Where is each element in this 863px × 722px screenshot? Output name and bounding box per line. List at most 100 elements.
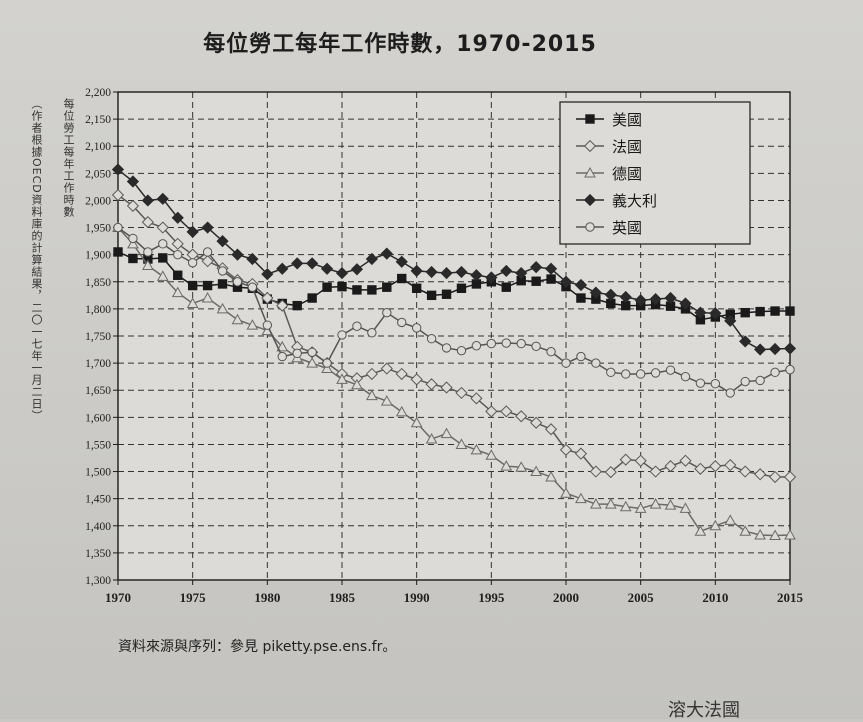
- data-point: [546, 274, 556, 284]
- data-point: [590, 498, 602, 509]
- data-point: [128, 253, 138, 264]
- data-point: [634, 294, 647, 307]
- y-tick-label: 2,000: [85, 195, 111, 207]
- data-point: [441, 343, 452, 353]
- data-point: [604, 465, 617, 479]
- data-point: [725, 388, 735, 398]
- data-point: [276, 340, 289, 352]
- series-line: [117, 251, 790, 321]
- data-point: [397, 317, 407, 328]
- data-point: [350, 263, 364, 276]
- data-point: [515, 461, 528, 472]
- data-point: [619, 290, 632, 304]
- y-tick-label: 1,700: [85, 358, 111, 370]
- x-tick-label: 1990: [404, 590, 430, 605]
- data-point: [382, 282, 392, 292]
- legend-label: 法國: [612, 138, 642, 156]
- grid: [118, 92, 790, 580]
- data-point: [306, 257, 319, 270]
- data-point: [380, 362, 393, 375]
- data-point: [455, 386, 468, 400]
- data-point: [201, 255, 214, 268]
- data-point: [126, 199, 140, 212]
- data-point: [397, 273, 407, 284]
- data-point: [426, 334, 437, 344]
- data-point: [171, 286, 184, 298]
- data-point: [127, 237, 139, 249]
- data-point: [232, 277, 243, 287]
- data-point: [531, 341, 541, 352]
- data-point: [664, 460, 677, 473]
- data-point: [709, 460, 722, 473]
- x-tick-label: 2000: [553, 590, 579, 605]
- series-5: [113, 222, 795, 398]
- data-point: [126, 175, 140, 188]
- data-point: [500, 460, 513, 471]
- data-point: [739, 335, 752, 348]
- x-tick-label: 1975: [180, 590, 207, 605]
- data-point: [395, 255, 408, 268]
- data-point: [709, 519, 722, 531]
- data-point: [470, 392, 483, 405]
- data-point: [367, 285, 377, 295]
- data-point: [755, 306, 765, 317]
- data-point: [216, 235, 229, 248]
- data-point: [306, 357, 318, 368]
- data-point: [530, 465, 542, 477]
- data-point: [589, 286, 602, 299]
- data-point: [679, 502, 692, 513]
- data-point: [382, 307, 392, 318]
- data-point: [768, 470, 782, 484]
- data-point: [619, 500, 632, 512]
- data-point: [410, 264, 423, 278]
- data-point: [351, 378, 363, 390]
- data-point: [158, 253, 168, 263]
- legend-label: 義大利: [612, 192, 657, 210]
- data-point: [515, 266, 528, 280]
- data-point: [113, 222, 123, 233]
- data-point: [784, 528, 796, 540]
- data-point: [785, 364, 795, 375]
- series-line: [117, 226, 791, 394]
- data-point: [441, 289, 452, 299]
- data-point: [470, 443, 483, 455]
- data-point: [456, 283, 467, 293]
- data-point: [560, 487, 572, 498]
- data-point: [246, 319, 259, 330]
- data-point: [173, 270, 183, 280]
- legend-marker: [583, 139, 597, 153]
- data-point: [485, 449, 498, 460]
- axes: 1,300 1,350 1,400 1,450 1,500 1,550 1,600 1,650…: [85, 87, 803, 605]
- data-point: [425, 378, 438, 391]
- data-point: [486, 338, 497, 349]
- data-point: [171, 237, 184, 250]
- data-point: [352, 321, 362, 331]
- data-point: [471, 341, 482, 351]
- x-tick-label: 2010: [702, 590, 728, 605]
- data-point: [754, 528, 766, 540]
- data-point: [141, 194, 154, 207]
- data-point: [559, 443, 573, 456]
- data-point: [604, 288, 617, 301]
- data-point: [649, 498, 662, 509]
- data-point: [649, 465, 662, 478]
- data-point: [395, 405, 408, 417]
- data-point: [574, 278, 588, 292]
- x-tick-label: 2015: [777, 590, 804, 605]
- data-point: [619, 453, 632, 466]
- data-point: [544, 262, 558, 275]
- data-point: [710, 379, 721, 389]
- data-point: [141, 216, 154, 229]
- y-tick-label: 1,500: [85, 467, 111, 479]
- data-point: [456, 345, 467, 356]
- data-point: [665, 365, 676, 375]
- data-point: [336, 373, 348, 384]
- data-point: [380, 247, 393, 260]
- data-point: [770, 306, 780, 316]
- data-point: [664, 499, 677, 510]
- next-page-text-fragment: 溶大法國: [668, 700, 740, 721]
- data-point: [156, 192, 169, 205]
- data-point: [695, 378, 706, 388]
- data-point: [485, 405, 498, 418]
- data-point: [128, 233, 138, 244]
